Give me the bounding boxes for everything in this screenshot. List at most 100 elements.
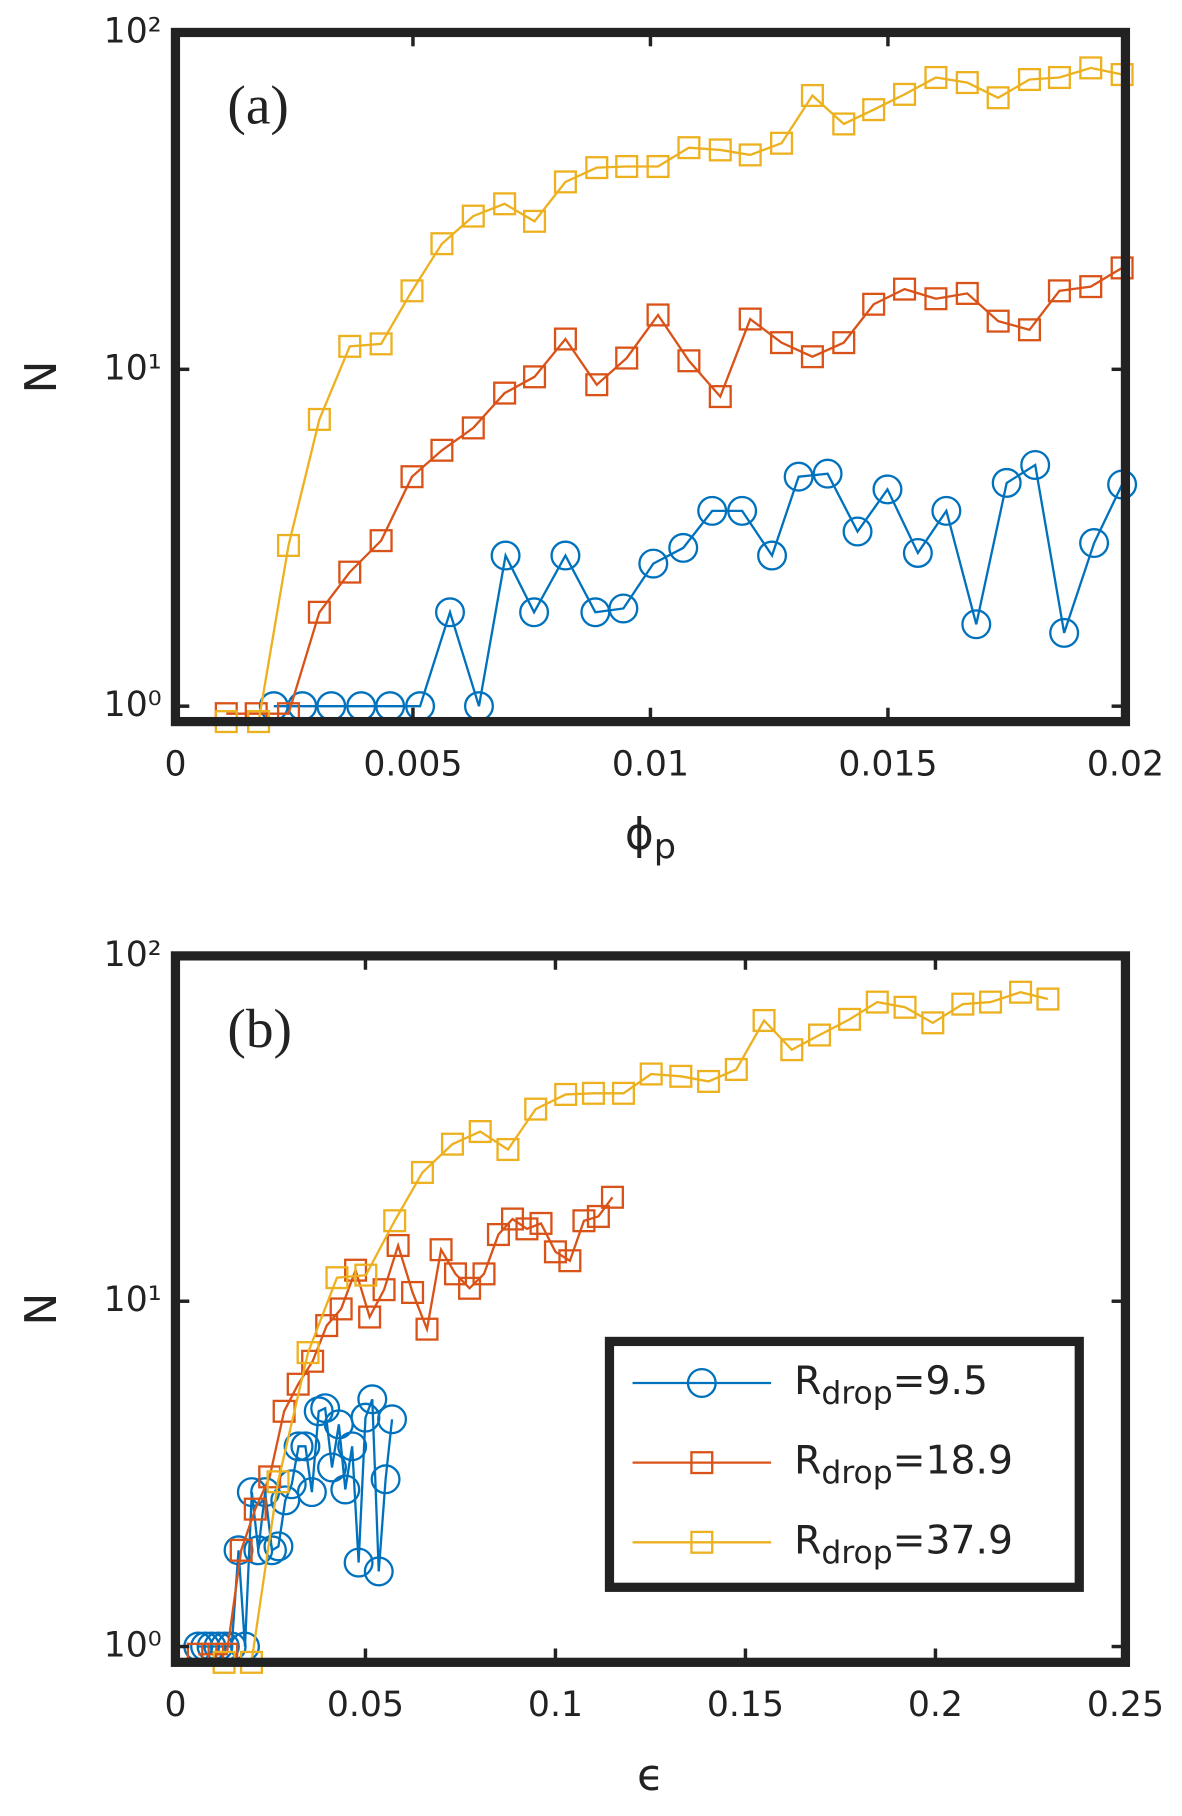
marker: [639, 1062, 663, 1086]
x-tick-label: 0.005: [363, 744, 462, 784]
legend-marker: [686, 1367, 717, 1398]
marker: [986, 309, 1010, 333]
marker: [986, 86, 1010, 110]
legend-label: Rdrop=37.9: [794, 1518, 1013, 1571]
x-tick-label: 0.01: [612, 744, 689, 784]
marker: [430, 438, 454, 462]
marker: [523, 209, 547, 233]
marker: [770, 131, 794, 155]
marker: [486, 1222, 510, 1247]
x-tick-label: 0.2: [908, 1685, 963, 1725]
marker: [519, 597, 550, 628]
marker: [1017, 67, 1042, 92]
x-tick-label: 0: [164, 744, 186, 784]
y-axis-label: N: [16, 1293, 67, 1326]
panel-label: (a): [227, 75, 288, 136]
marker: [585, 156, 609, 180]
panel-label: (b): [227, 998, 292, 1059]
marker: [708, 138, 732, 162]
marker: [1079, 56, 1103, 80]
marker: [924, 287, 948, 311]
marker: [443, 1262, 468, 1286]
marker: [611, 1081, 636, 1105]
marker: [865, 990, 889, 1014]
marker: [301, 1349, 325, 1373]
marker: [400, 465, 424, 489]
y-tick-label: 10²: [104, 11, 162, 51]
y-tick-label: 10²: [104, 935, 162, 975]
marker: [410, 1160, 434, 1184]
marker: [430, 232, 454, 256]
x-tick-label: 0.25: [1087, 1685, 1164, 1725]
marker: [369, 332, 393, 356]
series-line: [273, 463, 1124, 708]
marker: [1017, 318, 1042, 342]
marker: [783, 461, 814, 492]
marker: [955, 71, 979, 95]
marker: [550, 540, 581, 571]
marker: [330, 1474, 361, 1505]
marker: [468, 1120, 492, 1144]
marker: [757, 540, 788, 571]
marker: [646, 154, 670, 179]
marker: [677, 136, 701, 160]
marker: [800, 83, 824, 108]
marker: [317, 1452, 348, 1483]
marker: [553, 327, 577, 351]
marker: [978, 990, 1003, 1014]
marker: [290, 1431, 321, 1462]
marker: [493, 381, 517, 405]
marker: [472, 1262, 496, 1286]
x-tick-label: 0.015: [838, 744, 937, 784]
legend-label: Rdrop=9.5: [794, 1358, 988, 1411]
marker: [263, 1531, 294, 1562]
marker: [608, 593, 639, 624]
marker: [270, 1485, 301, 1516]
marker: [329, 1297, 353, 1321]
marker: [1047, 65, 1071, 90]
marker: [727, 495, 758, 526]
marker: [515, 1217, 539, 1241]
marker: [991, 467, 1022, 498]
plot-frame: [170, 951, 1131, 1667]
marker: [832, 331, 856, 355]
marker: [955, 281, 979, 305]
marker: [296, 1341, 320, 1365]
marker: [401, 1280, 425, 1305]
marker: [386, 1233, 410, 1258]
x-tick-label: 0.1: [528, 1685, 583, 1725]
marker: [343, 1547, 374, 1578]
marker: [1009, 980, 1033, 1004]
marker: [615, 154, 639, 179]
marker: [780, 1038, 804, 1062]
marker: [872, 474, 903, 505]
marker: [862, 292, 886, 316]
marker: [1079, 528, 1110, 559]
marker: [1079, 275, 1103, 299]
marker: [581, 1081, 605, 1105]
marker: [458, 1276, 482, 1300]
marker: [429, 1238, 453, 1262]
x-tick-label: 0.15: [707, 1685, 784, 1725]
marker: [832, 112, 856, 136]
marker: [553, 170, 577, 194]
marker: [369, 529, 393, 553]
marker: [921, 1011, 945, 1035]
marker: [296, 1477, 327, 1508]
marker: [646, 303, 670, 327]
marker: [338, 560, 362, 584]
marker: [1047, 279, 1071, 303]
marker: [315, 1314, 339, 1338]
series-line: [224, 991, 1049, 1664]
marker: [586, 1204, 610, 1228]
marker: [524, 1097, 548, 1121]
marker: [738, 143, 762, 167]
marker: [931, 495, 962, 526]
x-tick-label: 0: [164, 1685, 186, 1725]
marker: [677, 349, 701, 373]
marker: [236, 1477, 267, 1508]
series-line: [226, 66, 1123, 723]
marker: [325, 1266, 349, 1290]
marker: [893, 995, 917, 1019]
